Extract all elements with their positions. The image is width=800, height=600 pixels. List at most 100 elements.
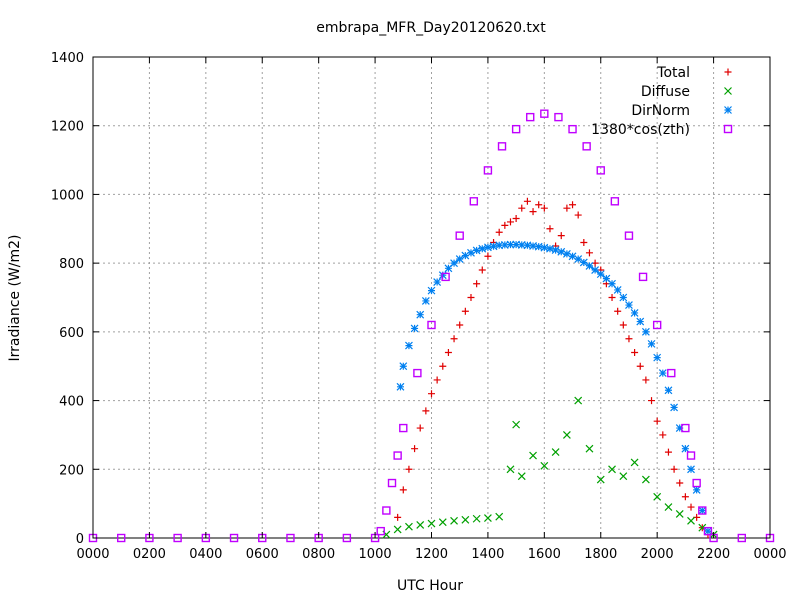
diffuse-point [438,518,447,527]
legend-marker [724,87,732,95]
dirnorm-point [574,255,583,263]
total-point [405,465,413,473]
legend-item-1380-cos-zth: 1380*cos(zth) [591,122,733,138]
1380-cos-zth-point [554,112,563,122]
x-tick-label: 0800 [302,547,335,562]
x-tick-label: 0600 [246,547,279,562]
y-tick-label: 600 [59,326,84,341]
dirnorm-point [467,248,475,257]
total-point [636,362,644,370]
diffuse-point [664,503,673,512]
total-point [619,321,627,329]
dirnorm-point [658,369,667,378]
diffuse-point [630,458,639,467]
series-1380-cos-zth [88,109,775,543]
1380-cos-zth-point [483,166,493,175]
legend-item-dirnorm: DirNorm [631,103,732,119]
total-point [614,307,622,315]
diffuse-point [653,492,662,501]
total-point [659,431,667,439]
series-diffuse [382,396,718,539]
y-tick-label: 200 [59,463,84,478]
total-point [563,204,571,212]
chart-title: embrapa_MFR_Day20120620.txt [316,20,546,36]
1380-cos-zth-point [638,272,648,282]
dirnorm-point [450,259,458,268]
legend-marker [723,124,733,134]
total-point [450,335,458,343]
1380-cos-zth-point [286,533,295,543]
1380-cos-zth-point [497,142,507,151]
y-tick-label: 400 [59,395,84,410]
total-point [687,503,695,511]
dirnorm-point [579,258,588,267]
dirnorm-point [399,362,408,371]
diffuse-point [427,519,436,528]
dirnorm-point [489,242,498,251]
total-point [664,448,672,456]
y-tick-label: 1200 [51,120,84,135]
diffuse-point [574,396,583,405]
dirnorm-point [608,279,616,288]
series-dirnorm [396,240,712,536]
dirnorm-point [613,286,622,294]
total-point [433,376,441,384]
diffuse-point [450,516,458,525]
dirnorm-point [540,243,549,252]
dirnorm-point [557,247,566,256]
total-point [484,252,492,260]
total-point [399,486,407,494]
total-point [540,204,548,212]
total-point [473,280,481,288]
1380-cos-zth-point [455,231,464,240]
dirnorm-point [461,251,470,260]
1380-cos-zth-point [667,368,676,378]
legend-marker [724,68,732,76]
total-point [608,294,616,301]
total-point [512,214,520,222]
1380-cos-zth-point [540,109,549,118]
dirnorm-point [641,327,650,336]
total-point [535,201,543,209]
total-point [625,335,633,343]
legend-label: Total [656,65,690,81]
1380-cos-zth-point [413,368,422,378]
x-tick-label: 0000 [753,547,786,562]
1380-cos-zth-point [427,320,436,330]
y-tick-label: 800 [59,257,84,272]
1380-cos-zth-point [469,197,479,206]
dirnorm-point [692,485,701,494]
total-point [631,348,639,356]
1380-cos-zth-point [703,526,713,536]
dirnorm-point [500,241,509,249]
total-point [444,348,452,356]
dirnorm-point [687,465,695,474]
total-point [506,218,514,226]
diffuse-point [562,431,571,439]
1380-cos-zth-point [511,124,521,134]
dirnorm-point [619,293,628,302]
total-point [439,362,447,370]
dirnorm-point [551,246,560,255]
diffuse-point [416,521,425,529]
dirnorm-point [427,286,436,295]
y-tick-label: 0 [76,532,84,547]
dirnorm-point [512,240,521,249]
legend: Total Diffuse DirNorm 1380*cos(zth) [591,65,733,138]
1380-cos-zth-point [399,423,408,433]
dirnorm-point [534,242,543,251]
diffuse-point [540,461,549,470]
total-point [546,225,554,233]
1380-cos-zth-point [686,451,696,460]
dirnorm-point [602,274,611,283]
y-tick-label: 1400 [51,51,84,66]
dirnorm-point [625,301,633,309]
diffuse-point [461,515,470,524]
total-point [461,307,469,315]
1380-cos-zth-point [382,506,391,515]
total-point [529,208,537,216]
total-point [557,232,565,240]
1380-cos-zth-point [610,197,620,206]
dirnorm-point [681,444,690,453]
